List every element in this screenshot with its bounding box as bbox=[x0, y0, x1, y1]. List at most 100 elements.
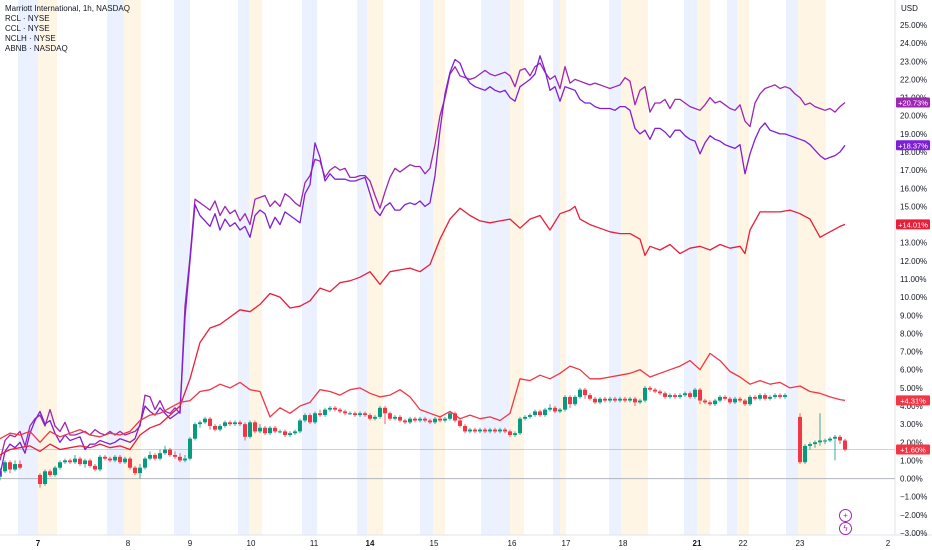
candle-body bbox=[343, 411, 347, 414]
legend: Marriott International, 1h, NASDAQ RCL ·… bbox=[5, 4, 130, 54]
y-tick-label: 17.00% bbox=[900, 166, 927, 175]
y-tick-label: 3.00% bbox=[900, 420, 923, 429]
candle-body bbox=[63, 460, 67, 463]
candle-body bbox=[733, 398, 737, 403]
price-badge bbox=[896, 219, 930, 230]
candle-body bbox=[458, 420, 462, 426]
candle-body bbox=[103, 456, 107, 459]
session-band bbox=[174, 0, 190, 535]
candle-body bbox=[13, 464, 17, 470]
candle-body bbox=[568, 396, 572, 405]
candle-body bbox=[593, 398, 597, 403]
session-band bbox=[38, 0, 57, 535]
x-tick-label: 16 bbox=[508, 539, 517, 548]
candle-body bbox=[338, 409, 342, 412]
candle-body bbox=[753, 396, 757, 399]
candle-body bbox=[8, 462, 12, 470]
candle-body bbox=[778, 395, 782, 397]
candle-body bbox=[693, 389, 697, 397]
legend-item-nclh[interactable]: NCLH · NYSE bbox=[5, 34, 56, 43]
candle-body bbox=[623, 398, 627, 401]
candle-body bbox=[548, 407, 552, 410]
candle-body bbox=[423, 418, 427, 421]
legend-item-rcl[interactable]: RCL · NYSE bbox=[5, 14, 50, 23]
candle-body bbox=[98, 456, 102, 470]
candle-body bbox=[438, 418, 442, 421]
candle-body bbox=[463, 425, 467, 432]
session-band bbox=[433, 0, 445, 535]
candle-body bbox=[588, 395, 592, 399]
candle-body bbox=[273, 427, 277, 432]
lightning-icon[interactable]: ϟ bbox=[839, 522, 852, 535]
legend-main-symbol[interactable]: Marriott International, 1h, NASDAQ bbox=[5, 4, 130, 13]
candle-body bbox=[93, 465, 97, 470]
price-badge-label: +1.60% bbox=[900, 446, 926, 455]
y-tick-label: 2.00% bbox=[900, 438, 923, 447]
session-band bbox=[560, 0, 566, 535]
y-tick-label: −1.00% bbox=[900, 493, 927, 502]
candle-body bbox=[358, 413, 362, 416]
candle-body bbox=[348, 413, 352, 415]
candle-body bbox=[108, 458, 112, 461]
candle-body bbox=[628, 398, 632, 401]
currency-label[interactable]: USD bbox=[901, 4, 918, 13]
session-band bbox=[357, 0, 367, 535]
candle-body bbox=[88, 460, 92, 466]
candle-body bbox=[553, 407, 557, 412]
candle-body bbox=[408, 418, 412, 423]
legend-item-abnb[interactable]: ABNB · NASDAQ bbox=[5, 44, 68, 53]
candle-body bbox=[413, 418, 417, 421]
candle-body bbox=[418, 418, 422, 421]
candle-body bbox=[83, 460, 87, 465]
candle-body bbox=[73, 458, 77, 463]
candle-body bbox=[578, 389, 582, 397]
y-tick-label: 7.00% bbox=[900, 348, 923, 357]
y-tick-label: −3.00% bbox=[900, 529, 927, 538]
x-tick-label: 10 bbox=[247, 539, 256, 548]
candle-body bbox=[448, 413, 452, 419]
session-band bbox=[798, 0, 826, 535]
session-band bbox=[609, 0, 621, 535]
candle-body bbox=[453, 413, 457, 421]
candle-body bbox=[268, 427, 272, 434]
y-tick-label: 24.00% bbox=[900, 39, 927, 48]
y-tick-label: 1.00% bbox=[900, 456, 923, 465]
y-tick-label: −2.00% bbox=[900, 511, 927, 520]
legend-item-ccl[interactable]: CCL · NYSE bbox=[5, 24, 50, 33]
candle-body bbox=[288, 433, 292, 436]
candle-body bbox=[128, 458, 132, 468]
candle-body bbox=[233, 422, 237, 425]
y-tick-label: 18.00% bbox=[900, 148, 927, 157]
candle-body bbox=[223, 422, 227, 426]
candle-body bbox=[478, 429, 482, 432]
candle-body bbox=[193, 424, 197, 439]
candle-body bbox=[308, 415, 312, 423]
y-tick-label: 11.00% bbox=[900, 275, 927, 284]
candle-body bbox=[333, 407, 337, 410]
session-band bbox=[249, 0, 262, 535]
y-tick-label: 15.00% bbox=[900, 202, 927, 211]
candle-body bbox=[528, 415, 532, 417]
candle-body bbox=[248, 422, 252, 437]
candle-body bbox=[503, 429, 507, 432]
y-tick-label: 19.00% bbox=[900, 130, 927, 139]
y-tick-label: 13.00% bbox=[900, 239, 927, 248]
candle-body bbox=[673, 395, 677, 397]
session-band bbox=[107, 0, 124, 535]
candle-body bbox=[398, 416, 402, 421]
candle-body bbox=[158, 453, 162, 459]
candle-body bbox=[658, 391, 662, 394]
candle-body bbox=[808, 444, 812, 446]
candle-body bbox=[798, 416, 802, 463]
candle-body bbox=[683, 393, 687, 396]
candle-body bbox=[653, 389, 657, 392]
price-badge bbox=[896, 395, 930, 406]
session-band bbox=[367, 0, 383, 535]
y-tick-label: 8.00% bbox=[900, 329, 923, 338]
series-line-3 bbox=[0, 352, 846, 443]
candle-body bbox=[228, 422, 232, 425]
candle-body bbox=[303, 415, 307, 421]
add-icon[interactable]: + bbox=[839, 509, 852, 522]
candle-body bbox=[113, 456, 117, 461]
